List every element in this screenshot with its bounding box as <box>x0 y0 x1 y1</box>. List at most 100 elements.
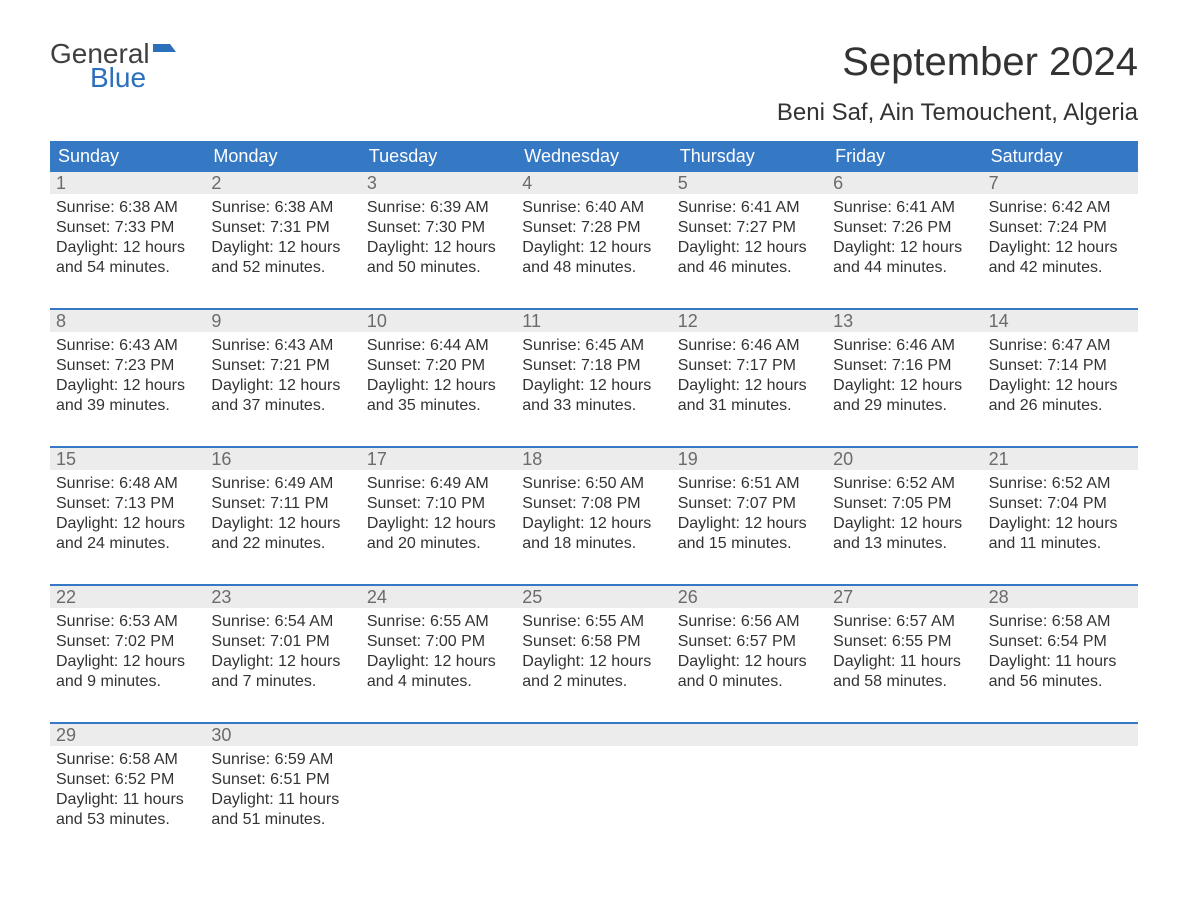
day-sunset: Sunset: 6:54 PM <box>989 632 1132 652</box>
day-sunset: Sunset: 6:55 PM <box>833 632 976 652</box>
day-cell: Sunrise: 6:43 AMSunset: 7:23 PMDaylight:… <box>50 332 205 416</box>
empty-daynum <box>516 724 671 746</box>
dow-header: Monday <box>205 141 360 172</box>
day-d2: and 26 minutes. <box>989 396 1132 416</box>
day-sunset: Sunset: 7:24 PM <box>989 218 1132 238</box>
day-cell: Sunrise: 6:47 AMSunset: 7:14 PMDaylight:… <box>983 332 1138 416</box>
day-d2: and 56 minutes. <box>989 672 1132 692</box>
day-cell: Sunrise: 6:41 AMSunset: 7:26 PMDaylight:… <box>827 194 982 278</box>
day-cell: Sunrise: 6:42 AMSunset: 7:24 PMDaylight:… <box>983 194 1138 278</box>
empty-daynum <box>672 724 827 746</box>
dow-header: Sunday <box>50 141 205 172</box>
day-sunset: Sunset: 7:23 PM <box>56 356 199 376</box>
day-sunrise: Sunrise: 6:39 AM <box>367 198 510 218</box>
day-sunrise: Sunrise: 6:50 AM <box>522 474 665 494</box>
day-d1: Daylight: 12 hours <box>367 238 510 258</box>
dow-header: Saturday <box>983 141 1138 172</box>
day-sunset: Sunset: 7:02 PM <box>56 632 199 652</box>
day-d1: Daylight: 12 hours <box>678 514 821 534</box>
day-number: 10 <box>361 310 516 332</box>
day-d2: and 46 minutes. <box>678 258 821 278</box>
day-number: 7 <box>983 172 1138 194</box>
day-d2: and 52 minutes. <box>211 258 354 278</box>
day-sunset: Sunset: 7:27 PM <box>678 218 821 238</box>
day-number: 5 <box>672 172 827 194</box>
day-number: 23 <box>205 586 360 608</box>
day-number: 13 <box>827 310 982 332</box>
day-cell: Sunrise: 6:38 AMSunset: 7:33 PMDaylight:… <box>50 194 205 278</box>
day-cell: Sunrise: 6:51 AMSunset: 7:07 PMDaylight:… <box>672 470 827 554</box>
empty-daytext <box>827 746 982 830</box>
day-number: 6 <box>827 172 982 194</box>
day-d2: and 22 minutes. <box>211 534 354 554</box>
day-d2: and 0 minutes. <box>678 672 821 692</box>
day-cell: Sunrise: 6:57 AMSunset: 6:55 PMDaylight:… <box>827 608 982 692</box>
day-d1: Daylight: 12 hours <box>211 238 354 258</box>
day-d2: and 53 minutes. <box>56 810 199 830</box>
day-number: 11 <box>516 310 671 332</box>
day-d1: Daylight: 12 hours <box>56 376 199 396</box>
day-d1: Daylight: 12 hours <box>989 514 1132 534</box>
day-sunrise: Sunrise: 6:43 AM <box>56 336 199 356</box>
day-d2: and 2 minutes. <box>522 672 665 692</box>
day-sunrise: Sunrise: 6:58 AM <box>56 750 199 770</box>
day-cell: Sunrise: 6:55 AMSunset: 7:00 PMDaylight:… <box>361 608 516 692</box>
day-d2: and 37 minutes. <box>211 396 354 416</box>
day-d2: and 42 minutes. <box>989 258 1132 278</box>
day-cell: Sunrise: 6:39 AMSunset: 7:30 PMDaylight:… <box>361 194 516 278</box>
day-d1: Daylight: 12 hours <box>211 652 354 672</box>
day-cell: Sunrise: 6:49 AMSunset: 7:11 PMDaylight:… <box>205 470 360 554</box>
header-row: General Blue September 2024 Beni Saf, Ai… <box>50 40 1138 127</box>
day-cell: Sunrise: 6:58 AMSunset: 6:54 PMDaylight:… <box>983 608 1138 692</box>
day-d2: and 20 minutes. <box>367 534 510 554</box>
day-sunrise: Sunrise: 6:45 AM <box>522 336 665 356</box>
day-d2: and 50 minutes. <box>367 258 510 278</box>
day-d1: Daylight: 12 hours <box>367 514 510 534</box>
dow-header: Wednesday <box>516 141 671 172</box>
day-sunset: Sunset: 7:16 PM <box>833 356 976 376</box>
day-sunrise: Sunrise: 6:43 AM <box>211 336 354 356</box>
title-block: September 2024 Beni Saf, Ain Temouchent,… <box>777 40 1138 127</box>
day-sunset: Sunset: 7:30 PM <box>367 218 510 238</box>
day-cell: Sunrise: 6:45 AMSunset: 7:18 PMDaylight:… <box>516 332 671 416</box>
day-d2: and 4 minutes. <box>367 672 510 692</box>
day-sunrise: Sunrise: 6:41 AM <box>833 198 976 218</box>
day-cell: Sunrise: 6:59 AMSunset: 6:51 PMDaylight:… <box>205 746 360 830</box>
day-number: 21 <box>983 448 1138 470</box>
day-d1: Daylight: 11 hours <box>211 790 354 810</box>
day-sunset: Sunset: 7:10 PM <box>367 494 510 514</box>
day-d2: and 13 minutes. <box>833 534 976 554</box>
day-sunset: Sunset: 7:33 PM <box>56 218 199 238</box>
dow-header: Tuesday <box>361 141 516 172</box>
day-d1: Daylight: 12 hours <box>678 238 821 258</box>
day-cell: Sunrise: 6:52 AMSunset: 7:04 PMDaylight:… <box>983 470 1138 554</box>
day-d1: Daylight: 12 hours <box>56 514 199 534</box>
day-d1: Daylight: 12 hours <box>211 376 354 396</box>
day-d1: Daylight: 11 hours <box>989 652 1132 672</box>
day-d1: Daylight: 12 hours <box>989 238 1132 258</box>
day-d1: Daylight: 12 hours <box>678 652 821 672</box>
day-number: 19 <box>672 448 827 470</box>
day-cell: Sunrise: 6:55 AMSunset: 6:58 PMDaylight:… <box>516 608 671 692</box>
day-number: 3 <box>361 172 516 194</box>
day-sunrise: Sunrise: 6:53 AM <box>56 612 199 632</box>
day-d1: Daylight: 12 hours <box>833 376 976 396</box>
day-d1: Daylight: 12 hours <box>833 238 976 258</box>
day-sunset: Sunset: 7:05 PM <box>833 494 976 514</box>
day-sunrise: Sunrise: 6:46 AM <box>678 336 821 356</box>
day-d1: Daylight: 12 hours <box>678 376 821 396</box>
day-sunset: Sunset: 7:13 PM <box>56 494 199 514</box>
day-sunset: Sunset: 7:17 PM <box>678 356 821 376</box>
logo: General Blue <box>50 40 178 92</box>
location: Beni Saf, Ain Temouchent, Algeria <box>777 99 1138 127</box>
day-cell: Sunrise: 6:40 AMSunset: 7:28 PMDaylight:… <box>516 194 671 278</box>
day-number: 18 <box>516 448 671 470</box>
day-d1: Daylight: 12 hours <box>367 376 510 396</box>
day-d2: and 44 minutes. <box>833 258 976 278</box>
day-d2: and 29 minutes. <box>833 396 976 416</box>
day-cell: Sunrise: 6:41 AMSunset: 7:27 PMDaylight:… <box>672 194 827 278</box>
day-sunset: Sunset: 7:18 PM <box>522 356 665 376</box>
day-sunrise: Sunrise: 6:42 AM <box>989 198 1132 218</box>
day-d2: and 48 minutes. <box>522 258 665 278</box>
day-sunrise: Sunrise: 6:54 AM <box>211 612 354 632</box>
